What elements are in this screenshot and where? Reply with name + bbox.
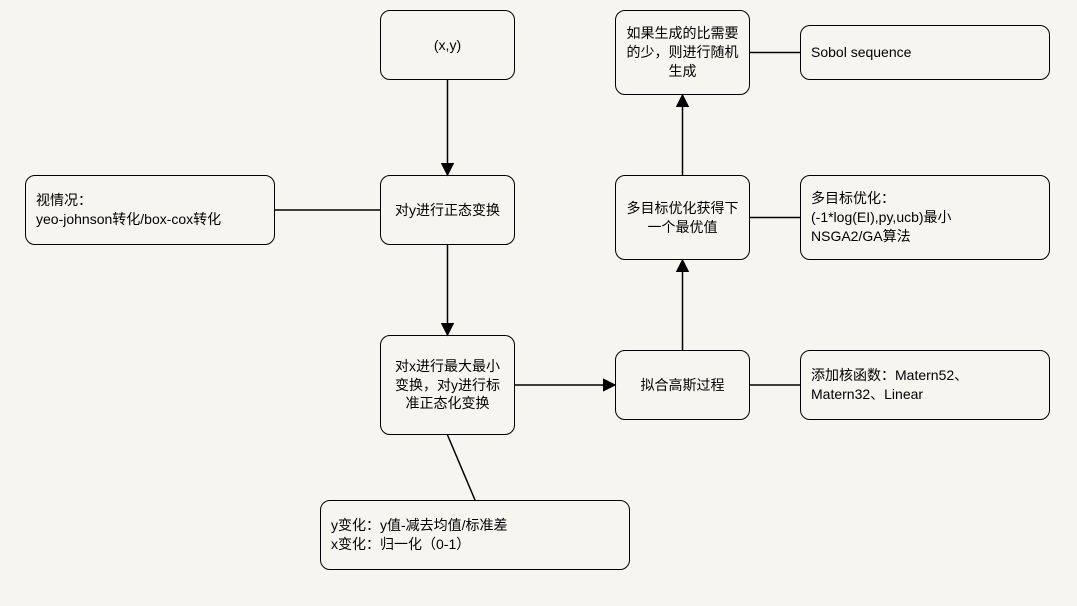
node-kernels-note: 添加核函数：Matern52、Matern32、Linear: [800, 350, 1050, 420]
node-label: 添加核函数：Matern52、Matern32、Linear: [811, 366, 1039, 404]
node-label: 对y进行正态变换: [395, 201, 500, 220]
node-mobo-note: 多目标优化： (-1*log(EI),py,ucb)最小 NSGA2/GA算法: [800, 175, 1050, 260]
node-label: 视情况： yeo-johnson转化/box-cox转化: [36, 191, 221, 229]
node-x-scale: 对x进行最大最小变换，对y进行标准正态化变换: [380, 335, 515, 435]
node-xy: (x,y): [380, 10, 515, 80]
node-sobol-note: Sobol sequence: [800, 25, 1050, 80]
node-label: 拟合高斯过程: [641, 376, 725, 395]
node-random-generate: 如果生成的比需要的少，则进行随机生成: [615, 10, 750, 95]
node-label: 多目标优化获得下一个最优值: [626, 199, 739, 237]
node-gaussian-process: 拟合高斯过程: [615, 350, 750, 420]
node-label: (x,y): [434, 36, 461, 55]
node-y-transform: 对y进行正态变换: [380, 175, 515, 245]
edge: [448, 435, 476, 500]
node-situation-note: 视情况： yeo-johnson转化/box-cox转化: [25, 175, 275, 245]
node-label: y变化：y值-减去均值/标准差 x变化：归一化（0-1）: [331, 516, 508, 554]
node-multiobjective-opt: 多目标优化获得下一个最优值: [615, 175, 750, 260]
node-label: Sobol sequence: [811, 43, 911, 62]
node-label: 对x进行最大最小变换，对y进行标准正态化变换: [391, 357, 504, 414]
node-label: 多目标优化： (-1*log(EI),py,ucb)最小 NSGA2/GA算法: [811, 189, 952, 246]
node-label: 如果生成的比需要的少，则进行随机生成: [626, 24, 739, 81]
node-yx-change-note: y变化：y值-减去均值/标准差 x变化：归一化（0-1）: [320, 500, 630, 570]
